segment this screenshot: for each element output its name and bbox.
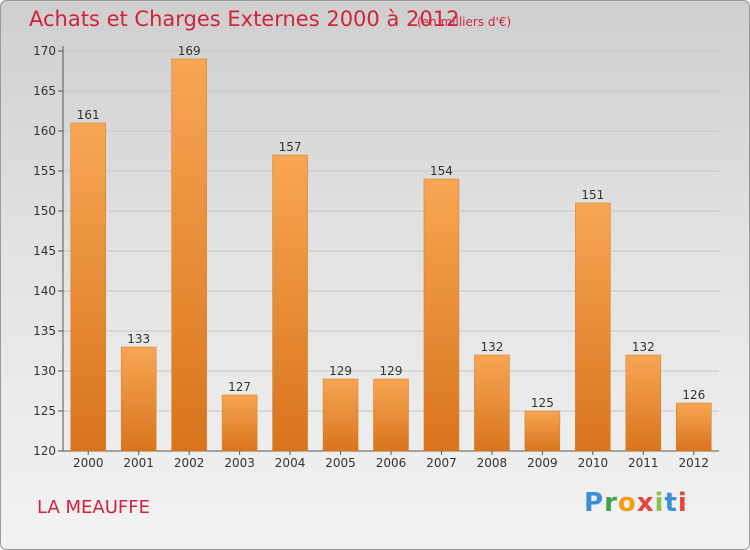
y-tick-label: 155 xyxy=(33,164,56,178)
data-label: 127 xyxy=(228,380,251,394)
x-tick-label: 2006 xyxy=(376,456,407,470)
data-label: 129 xyxy=(329,364,352,378)
x-tick-label: 2009 xyxy=(527,456,558,470)
labels: 120 125 130 135 140 145 150 155 160 165 170 161 2000… xyxy=(33,44,709,470)
data-label: 161 xyxy=(77,108,100,122)
y-tick-label: 170 xyxy=(33,44,56,58)
chart-unit: (en milliers d'€) xyxy=(417,15,512,29)
bar-2011 xyxy=(625,354,662,452)
data-label: 126 xyxy=(682,388,705,402)
y-tick-label: 165 xyxy=(33,84,56,98)
bar-2002 xyxy=(171,58,207,452)
x-tick-label: 2010 xyxy=(578,456,609,470)
bar-2006 xyxy=(373,378,409,452)
x-tick-label: 2000 xyxy=(73,456,104,470)
data-label: 133 xyxy=(127,332,150,346)
data-label: 157 xyxy=(279,140,302,154)
bar-2010 xyxy=(575,202,611,452)
y-tick-label: 130 xyxy=(33,364,56,378)
commune-name: LA MEAUFFE xyxy=(37,497,150,518)
bar-2000 xyxy=(70,122,106,452)
x-tick-label: 2008 xyxy=(477,456,508,470)
bar-2004 xyxy=(272,154,308,452)
y-tick-label: 125 xyxy=(33,404,56,418)
y-tick-label: 120 xyxy=(33,444,56,458)
x-tick-label: 2012 xyxy=(678,456,709,470)
bar-2012 xyxy=(676,402,712,452)
bar-2007 xyxy=(423,178,460,452)
x-tick-label: 2001 xyxy=(123,456,154,470)
x-tick-label: 2011 xyxy=(628,456,659,470)
x-tick-label: 2005 xyxy=(325,456,356,470)
data-label: 129 xyxy=(380,364,403,378)
bars xyxy=(70,58,712,452)
data-label: 132 xyxy=(632,340,655,354)
chart-title: Achats et Charges Externes 2000 à 2012 xyxy=(29,7,460,31)
data-label: 132 xyxy=(480,340,503,354)
data-label: 154 xyxy=(430,164,453,178)
bar-2003 xyxy=(221,394,258,452)
bar-2008 xyxy=(474,354,510,452)
y-tick-label: 150 xyxy=(33,204,56,218)
y-tick-label: 145 xyxy=(33,244,56,258)
y-tick-label: 140 xyxy=(33,284,56,298)
data-label: 125 xyxy=(531,396,554,410)
data-label: 169 xyxy=(178,44,201,58)
bar-2001 xyxy=(120,346,157,452)
proxiti-logo: Proxiti xyxy=(584,488,688,518)
bar-2009 xyxy=(524,410,561,452)
x-tick-label: 2004 xyxy=(275,456,306,470)
data-label: 151 xyxy=(581,188,604,202)
y-tick-label: 135 xyxy=(33,324,56,338)
bar-2005 xyxy=(322,378,359,452)
y-tick-label: 160 xyxy=(33,124,56,138)
x-tick-label: 2003 xyxy=(224,456,255,470)
x-tick-label: 2007 xyxy=(426,456,457,470)
x-tick-label: 2002 xyxy=(174,456,205,470)
